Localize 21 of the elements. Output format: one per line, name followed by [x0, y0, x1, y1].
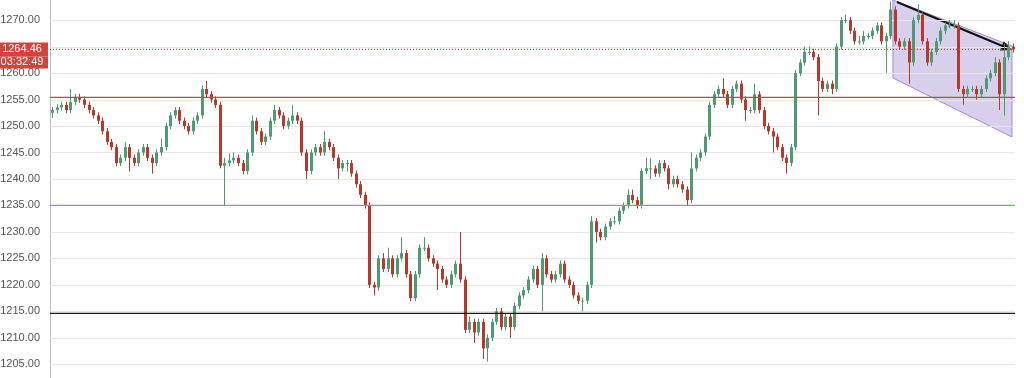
y-tick-label: 1240.00 — [0, 171, 40, 184]
y-tick-label: 1245.00 — [0, 145, 40, 158]
y-tick-label: 1225.00 — [0, 251, 40, 264]
y-tick-label: 1215.00 — [0, 304, 40, 317]
candlestick — [423, 237, 426, 251]
candlestick — [649, 157, 652, 179]
y-tick-label: 1235.00 — [0, 198, 40, 211]
y-tick-label: 1210.00 — [0, 330, 40, 343]
y-tick-label: 1255.00 — [0, 92, 40, 105]
y-tick-label: 1260.00 — [0, 66, 40, 79]
candlestick — [223, 157, 226, 206]
candlestick — [346, 159, 349, 172]
candlestick — [948, 20, 951, 29]
y-tick-label: 1270.00 — [0, 13, 40, 26]
y-tick-label: 1220.00 — [0, 277, 40, 290]
text: 03:32:49 — [0, 55, 44, 68]
y-tick-label: 1250.00 — [0, 119, 40, 132]
y-tick-label: 1205.00 — [0, 357, 40, 370]
y-tick-label: 1230.00 — [0, 224, 40, 237]
ref-line-label: 1264.46 — [2, 42, 42, 55]
candlestick — [953, 20, 956, 29]
